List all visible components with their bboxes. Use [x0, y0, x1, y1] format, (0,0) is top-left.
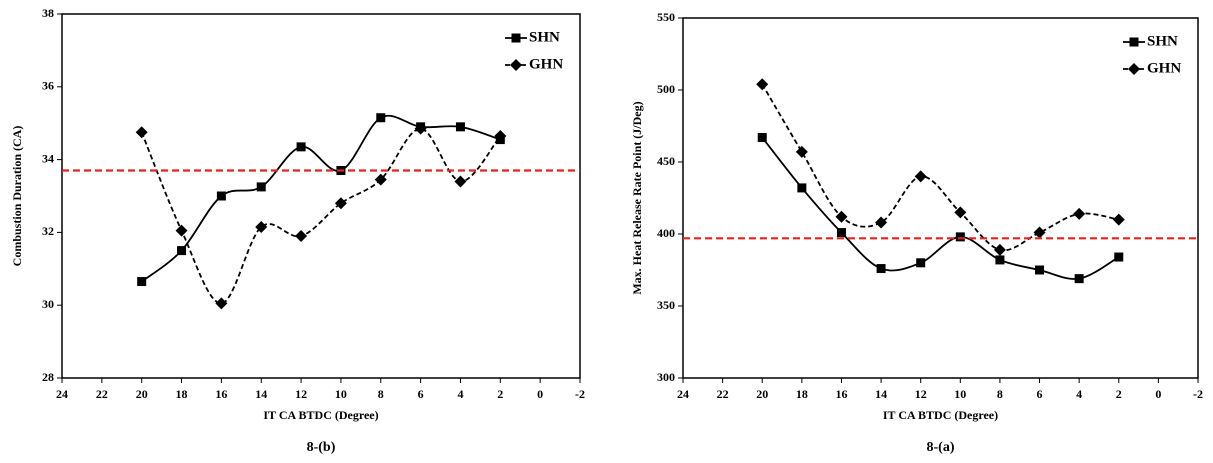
y-tick-label: 350 — [657, 298, 675, 312]
marker — [374, 173, 387, 186]
marker — [955, 232, 965, 242]
marker — [511, 33, 521, 43]
legend-label: SHN — [529, 29, 560, 45]
y-tick-label: 36 — [42, 79, 54, 93]
marker — [993, 243, 1006, 256]
marker — [836, 228, 846, 238]
marker — [795, 145, 808, 158]
x-tick-label: 8 — [997, 387, 1003, 401]
marker — [876, 264, 886, 274]
y-tick-label: 450 — [657, 154, 675, 168]
y-tick-label: 34 — [42, 151, 54, 165]
marker — [175, 224, 188, 237]
x-tick-label: 2 — [1116, 387, 1122, 401]
marker — [295, 230, 308, 243]
x-tick-label: 0 — [537, 387, 543, 401]
x-tick-label: 20 — [756, 387, 768, 401]
x-tick-label: 22 — [717, 387, 729, 401]
y-tick-label: 400 — [657, 226, 675, 240]
marker — [455, 122, 465, 132]
x-tick-label: 12 — [915, 387, 927, 401]
series-line — [761, 136, 1120, 280]
x-tick-label: 22 — [96, 387, 108, 401]
legend-label: GHN — [1147, 60, 1181, 76]
marker — [1073, 207, 1086, 220]
x-tick-label: 14 — [255, 387, 267, 401]
y-tick-label: 550 — [657, 10, 675, 24]
marker — [1035, 265, 1045, 275]
marker — [494, 129, 507, 142]
marker — [1074, 274, 1084, 284]
x-tick-label: -2 — [1193, 387, 1203, 401]
marker — [135, 126, 148, 139]
y-tick-label: 500 — [657, 82, 675, 96]
caption: 8-(a) — [927, 440, 955, 455]
marker — [255, 220, 268, 233]
marker — [916, 258, 926, 268]
y-tick-label: 32 — [42, 224, 54, 238]
marker — [334, 197, 347, 210]
marker — [914, 170, 927, 183]
x-tick-label: 10 — [335, 387, 347, 401]
marker — [1033, 226, 1046, 239]
marker — [995, 255, 1005, 265]
x-tick-label: 16 — [215, 387, 227, 401]
marker — [296, 142, 306, 152]
x-tick-label: 18 — [176, 387, 188, 401]
marker — [256, 182, 266, 192]
marker — [137, 277, 147, 287]
x-tick-label: 8 — [378, 387, 384, 401]
y-tick-label: 28 — [42, 370, 54, 384]
marker — [1129, 37, 1139, 47]
x-tick-label: 24 — [56, 387, 68, 401]
legend-label: GHN — [529, 56, 563, 72]
marker — [875, 216, 888, 229]
x-tick-label: 16 — [835, 387, 847, 401]
x-tick-label: 12 — [295, 387, 307, 401]
x-tick-label: 6 — [418, 387, 424, 401]
x-tick-label: 10 — [954, 387, 966, 401]
series-line — [761, 83, 1119, 252]
y-tick-label: 300 — [657, 370, 675, 384]
marker — [216, 191, 226, 201]
x-tick-label: 0 — [1155, 387, 1161, 401]
marker — [756, 78, 769, 91]
marker — [954, 206, 967, 219]
marker — [1128, 63, 1140, 75]
marker — [177, 246, 187, 256]
x-tick-label: -2 — [575, 387, 585, 401]
marker — [215, 297, 228, 310]
x-tick-label: 6 — [1037, 387, 1043, 401]
marker — [510, 59, 522, 71]
marker — [1114, 252, 1124, 262]
marker — [835, 210, 848, 223]
marker — [454, 175, 467, 188]
x-tick-label: 4 — [457, 387, 463, 401]
marker — [376, 113, 386, 123]
plot-frame — [682, 17, 1199, 379]
x-tick-label: 4 — [1076, 387, 1082, 401]
x-axis-label: IT CA BTDC (Degree) — [263, 408, 378, 422]
x-tick-label: 24 — [677, 387, 689, 401]
marker — [757, 133, 767, 143]
series-line — [140, 127, 502, 305]
plot-frame — [61, 13, 581, 379]
x-tick-label: 20 — [136, 387, 148, 401]
y-axis-label: Max. Heat Release Rate Point (J/Deg) — [630, 101, 644, 294]
marker — [797, 183, 807, 193]
legend-label: SHN — [1147, 33, 1178, 49]
y-tick-label: 30 — [42, 297, 54, 311]
marker — [414, 122, 427, 135]
marker — [1112, 213, 1125, 226]
x-axis-label: IT CA BTDC (Degree) — [883, 408, 998, 422]
caption: 8-(b) — [307, 440, 336, 455]
y-axis-label: Combustion Duration (CA) — [10, 126, 24, 267]
y-tick-label: 38 — [42, 6, 54, 20]
x-tick-label: 18 — [796, 387, 808, 401]
x-tick-label: 2 — [497, 387, 503, 401]
x-tick-label: 14 — [875, 387, 887, 401]
series-line — [141, 114, 501, 283]
